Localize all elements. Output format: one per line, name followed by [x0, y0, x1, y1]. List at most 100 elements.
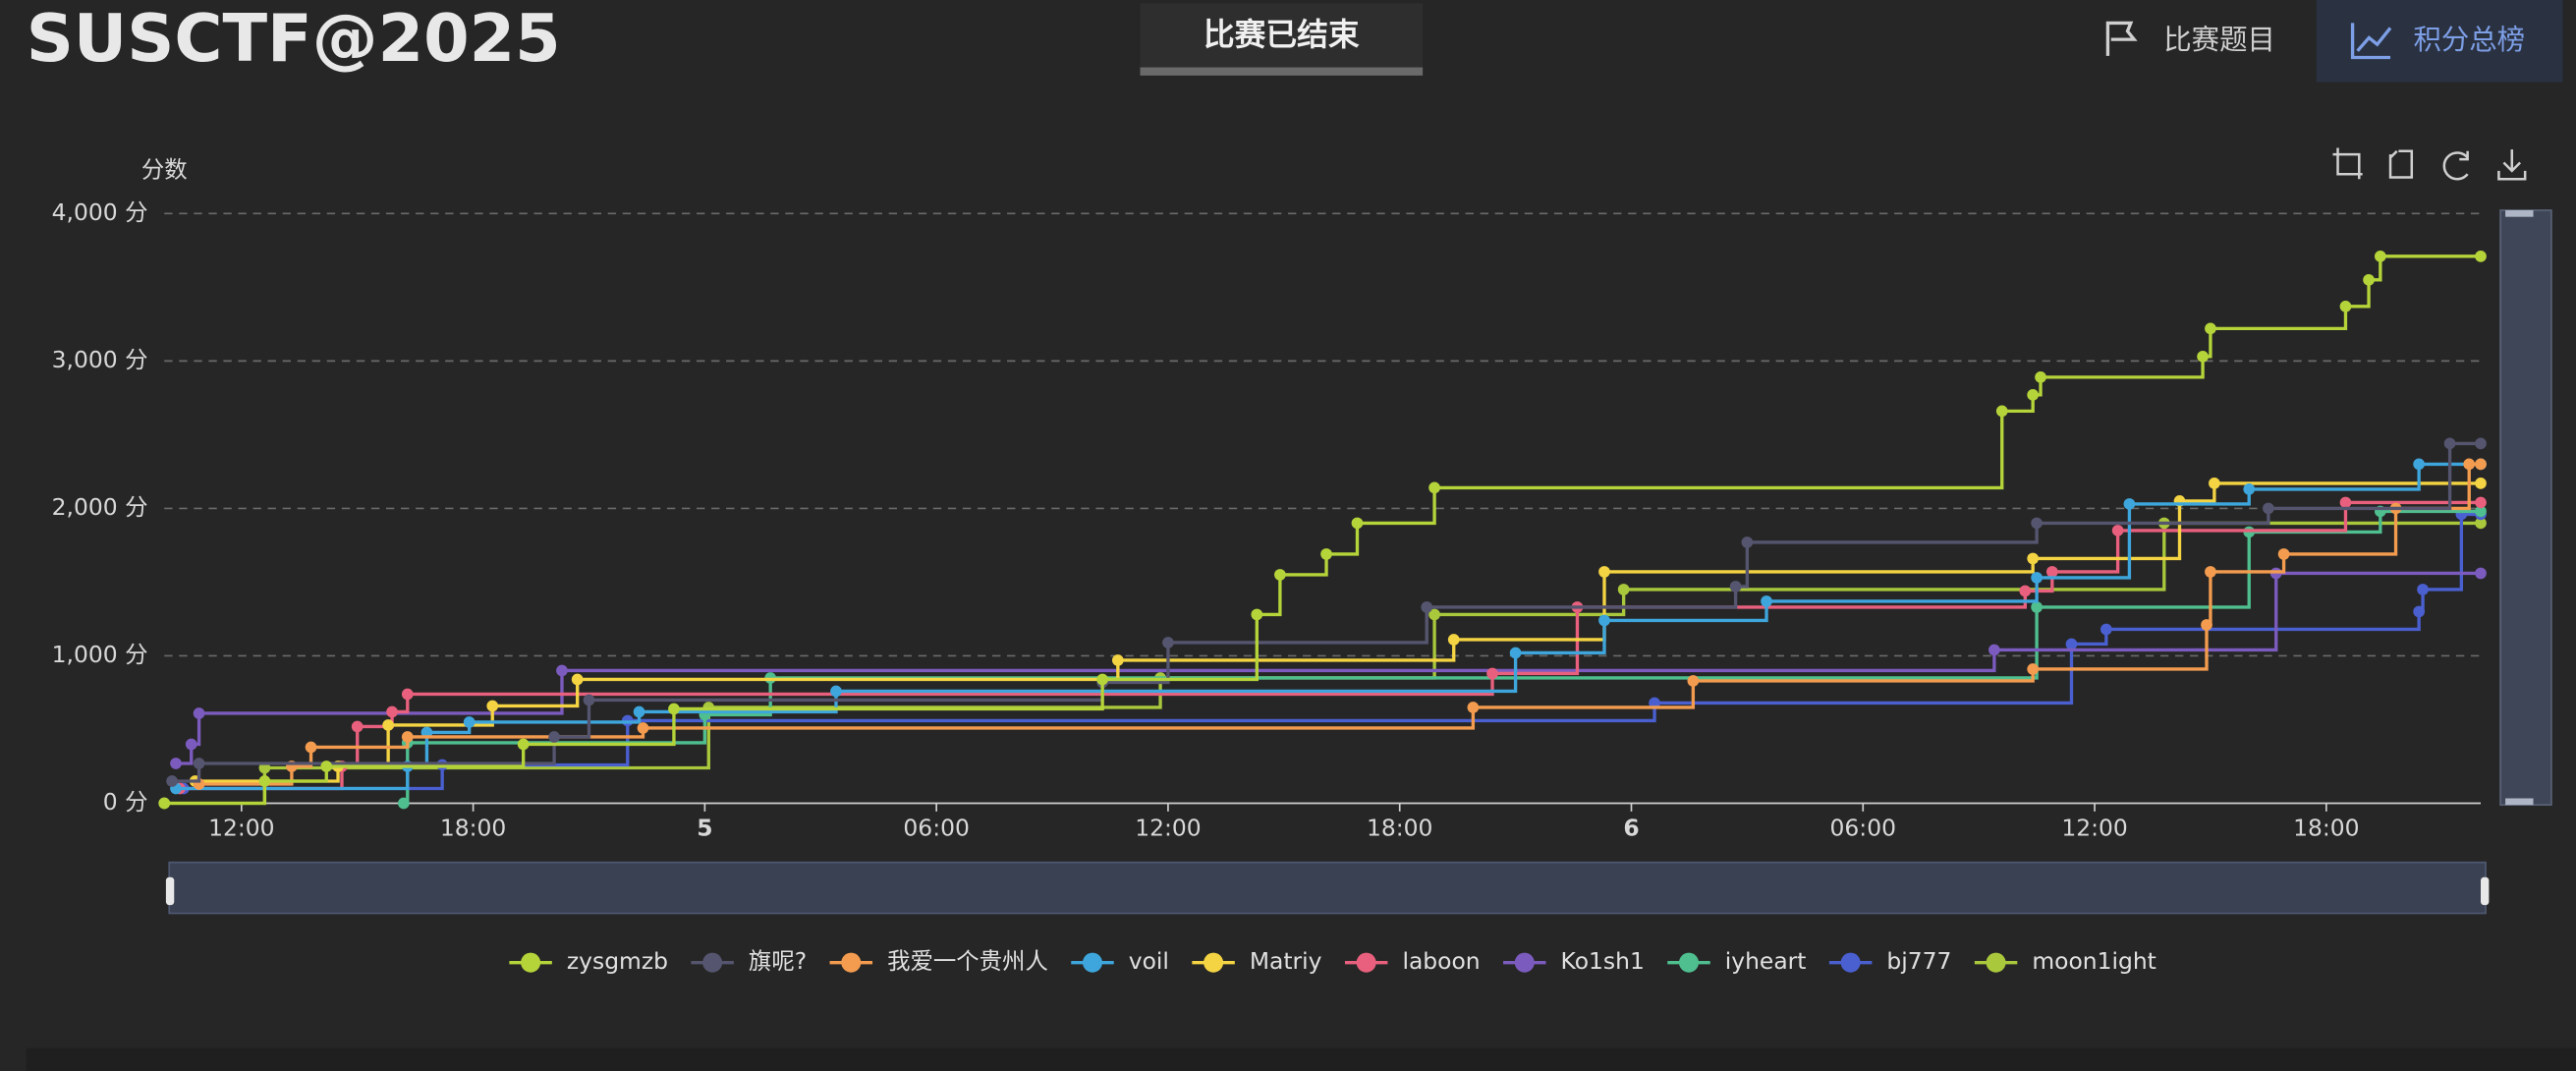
- data-point[interactable]: [1274, 569, 1286, 581]
- data-point[interactable]: [1421, 601, 1433, 613]
- data-point[interactable]: [2031, 572, 2043, 584]
- legend-item[interactable]: moon1ight: [1974, 947, 2156, 975]
- data-point[interactable]: [463, 716, 476, 728]
- data-point[interactable]: [2475, 458, 2487, 471]
- data-point[interactable]: [1486, 667, 1498, 680]
- data-point[interactable]: [1111, 654, 1124, 666]
- data-point[interactable]: [185, 738, 197, 751]
- data-point[interactable]: [193, 758, 205, 769]
- data-point[interactable]: [830, 685, 842, 698]
- data-point[interactable]: [1509, 647, 1522, 659]
- y-slider-handle[interactable]: [2505, 209, 2534, 217]
- data-point[interactable]: [668, 703, 680, 715]
- legend-label[interactable]: 我爱一个贵州人: [887, 947, 1048, 975]
- data-point[interactable]: [2475, 496, 2487, 509]
- data-point[interactable]: [2475, 478, 2487, 489]
- data-point[interactable]: [398, 797, 410, 810]
- legend-item[interactable]: voil: [1071, 947, 1169, 975]
- data-point[interactable]: [2243, 483, 2256, 495]
- data-point[interactable]: [305, 741, 317, 754]
- x-slider-handle[interactable]: [2481, 876, 2490, 906]
- data-point[interactable]: [2027, 663, 2040, 675]
- legend-label[interactable]: bj777: [1886, 947, 1951, 975]
- data-point[interactable]: [2363, 273, 2375, 286]
- tool-back[interactable]: [2388, 149, 2414, 179]
- data-point[interactable]: [2065, 638, 2078, 650]
- data-point[interactable]: [1351, 517, 1364, 530]
- data-point[interactable]: [170, 758, 182, 769]
- data-point[interactable]: [2201, 619, 2212, 631]
- legend-item[interactable]: laboon: [1344, 947, 1481, 975]
- data-point[interactable]: [1598, 614, 1610, 627]
- data-point[interactable]: [1598, 566, 1610, 578]
- data-point[interactable]: [2111, 525, 2124, 536]
- data-point[interactable]: [2475, 250, 2487, 262]
- data-point[interactable]: [193, 707, 205, 719]
- data-point[interactable]: [2205, 566, 2216, 578]
- nav-label[interactable]: 比赛题目: [2163, 24, 2275, 56]
- data-point[interactable]: [2019, 585, 2032, 597]
- x-slider-handle[interactable]: [165, 876, 175, 906]
- data-point[interactable]: [2031, 517, 2043, 530]
- data-point[interactable]: [1320, 548, 1332, 560]
- data-point[interactable]: [637, 722, 649, 734]
- data-point[interactable]: [2475, 505, 2487, 518]
- data-point[interactable]: [1995, 405, 2008, 418]
- data-point[interactable]: [166, 775, 178, 787]
- data-point[interactable]: [2123, 498, 2136, 510]
- nav-label[interactable]: 积分总榜: [2413, 24, 2525, 56]
- x-zoom-slider[interactable]: [165, 861, 2490, 915]
- data-point[interactable]: [2035, 371, 2046, 383]
- y-slider-handle[interactable]: [2505, 798, 2534, 806]
- data-point[interactable]: [320, 761, 333, 772]
- data-point[interactable]: [633, 705, 645, 718]
- data-point[interactable]: [1988, 644, 2000, 656]
- legend-item[interactable]: 我爱一个贵州人: [829, 947, 1048, 975]
- tool-refresh[interactable]: [2442, 150, 2469, 181]
- data-point[interactable]: [2027, 389, 2040, 401]
- tool-download[interactable]: [2497, 149, 2527, 181]
- data-point[interactable]: [401, 731, 414, 743]
- data-point[interactable]: [2413, 458, 2425, 471]
- data-point[interactable]: [351, 720, 364, 733]
- data-point[interactable]: [1096, 673, 1108, 686]
- data-point[interactable]: [2045, 566, 2058, 578]
- data-point[interactable]: [2339, 496, 2352, 509]
- data-point[interactable]: [1761, 595, 1772, 607]
- data-point[interactable]: [1729, 581, 1742, 592]
- data-point[interactable]: [1428, 608, 1440, 621]
- legend-item[interactable]: iyheart: [1667, 947, 1806, 975]
- data-point[interactable]: [571, 673, 584, 686]
- legend-item[interactable]: 旗呢?: [691, 947, 807, 975]
- legend-item[interactable]: bj777: [1828, 947, 1952, 975]
- data-point[interactable]: [382, 719, 394, 731]
- data-point[interactable]: [2374, 250, 2386, 262]
- data-point[interactable]: [2443, 437, 2456, 450]
- data-point[interactable]: [1741, 536, 1754, 548]
- data-point[interactable]: [2475, 517, 2487, 530]
- nav-challenges[interactable]: 比赛题目: [2105, 21, 2275, 56]
- data-point[interactable]: [1428, 481, 1440, 494]
- data-point[interactable]: [401, 688, 414, 701]
- data-point[interactable]: [1467, 702, 1480, 713]
- data-point[interactable]: [2413, 605, 2425, 618]
- data-point[interactable]: [2031, 601, 2043, 613]
- legend-label[interactable]: Matriy: [1250, 947, 1322, 975]
- data-point[interactable]: [2100, 623, 2112, 636]
- legend-label[interactable]: zysgmzb: [567, 947, 668, 975]
- legend-label[interactable]: laboon: [1402, 947, 1480, 975]
- data-point[interactable]: [1687, 675, 1700, 687]
- data-point[interactable]: [386, 705, 398, 718]
- legend-label[interactable]: iyheart: [1725, 947, 1807, 975]
- legend-label[interactable]: Ko1sh1: [1561, 947, 1645, 975]
- data-point[interactable]: [2209, 478, 2220, 489]
- legend-item[interactable]: zysgmzb: [509, 947, 668, 975]
- data-point[interactable]: [2417, 584, 2429, 595]
- legend-label[interactable]: voil: [1129, 947, 1169, 975]
- nav-scoreboard[interactable]: 积分总榜: [2316, 0, 2563, 83]
- data-point[interactable]: [2205, 322, 2216, 335]
- legend-item[interactable]: Ko1sh1: [1503, 947, 1645, 975]
- data-point[interactable]: [2263, 502, 2274, 515]
- data-point[interactable]: [2027, 552, 2040, 565]
- data-point[interactable]: [486, 700, 499, 712]
